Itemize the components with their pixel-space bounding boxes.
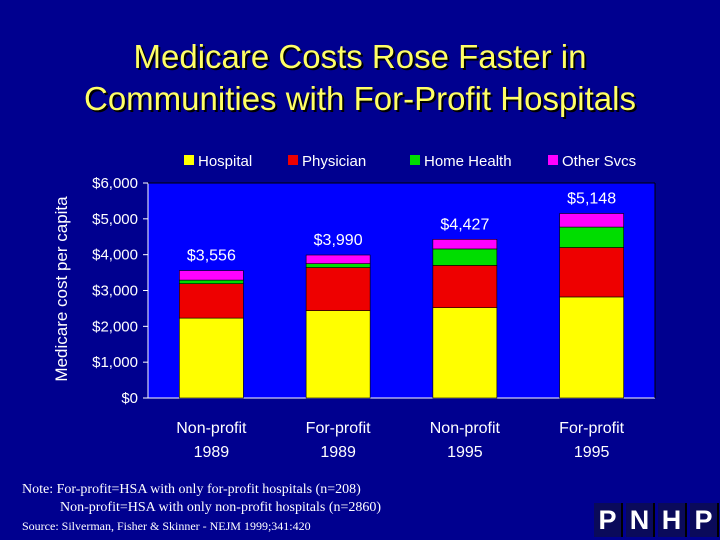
y-tick-label: $0 xyxy=(121,390,138,407)
legend-label: Home Health xyxy=(424,153,512,170)
chart-title-line-2: Communities with For-Profit Hospitals xyxy=(84,80,636,117)
bar-segment xyxy=(305,254,371,264)
x-category-label: For-profit xyxy=(559,420,624,437)
pnhp-logo: P N H P xyxy=(594,503,719,537)
bar-segment xyxy=(179,317,244,399)
x-category-label: 1995 xyxy=(574,444,610,461)
x-category-label: For-profit xyxy=(306,420,371,437)
y-tick-label: $2,000 xyxy=(92,318,138,335)
bar-segment xyxy=(559,213,624,228)
y-tick-label: $3,000 xyxy=(92,283,138,300)
logo-letter: H xyxy=(658,503,687,537)
bar-segment xyxy=(305,263,371,268)
source-note: Source: Silverman, Fisher & Skinner - NE… xyxy=(22,519,311,533)
x-category-label: 1995 xyxy=(447,444,483,461)
bar-total-label: $4,427 xyxy=(440,216,489,233)
legend-label: Hospital xyxy=(198,153,252,170)
y-tick-label: $4,000 xyxy=(92,247,138,264)
bar-segment xyxy=(559,226,624,248)
bar-segment xyxy=(179,270,244,281)
chart-title: Medicare Costs Rose Faster in Communitie… xyxy=(0,36,720,120)
x-category-label: 1989 xyxy=(194,444,230,461)
x-category-label: 1989 xyxy=(320,444,356,461)
bar-segment xyxy=(432,248,498,266)
logo-letter: P xyxy=(690,503,719,537)
y-tick-label: $6,000 xyxy=(92,175,138,192)
stacked-bar-chart: $0 $1,000 $2,000 $3,000 $4,000 $5,000 $6,000 Me… xyxy=(52,153,656,461)
note-line-2: Non-profit=HSA with only non-profit hosp… xyxy=(60,500,382,515)
x-category-label: Non-profit xyxy=(430,420,501,437)
legend-swatch xyxy=(288,155,298,165)
legend-label: Other Svcs xyxy=(562,153,636,170)
note-line-1: Note: For-profit=HSA with only for-profi… xyxy=(22,482,361,497)
y-tick-label: $1,000 xyxy=(92,354,138,371)
logo-letter: P xyxy=(594,503,623,537)
y-tick-label: $5,000 xyxy=(92,211,138,228)
bar-segment xyxy=(305,267,371,311)
bar-segment xyxy=(559,296,624,399)
bar-segment xyxy=(432,307,498,399)
bar-total-label: $3,556 xyxy=(187,248,236,265)
legend-swatch xyxy=(548,155,558,165)
bar-total-label: $5,148 xyxy=(567,191,616,208)
logo-letter: N xyxy=(626,503,655,537)
bar-segment xyxy=(179,283,244,319)
bar-segment xyxy=(179,279,244,284)
bar-segment xyxy=(432,239,498,250)
bar-segment xyxy=(305,310,371,399)
bar-segment xyxy=(559,247,624,298)
chart-title-line-1: Medicare Costs Rose Faster in xyxy=(133,38,587,75)
legend-swatch xyxy=(410,155,420,165)
legend-swatch xyxy=(184,155,194,165)
x-category-label: Non-profit xyxy=(176,420,247,437)
bar-segment xyxy=(432,265,498,308)
legend-label: Physician xyxy=(302,153,366,170)
y-axis-title: Medicare cost per capita xyxy=(52,196,71,382)
bar-total-label: $3,990 xyxy=(314,232,363,249)
